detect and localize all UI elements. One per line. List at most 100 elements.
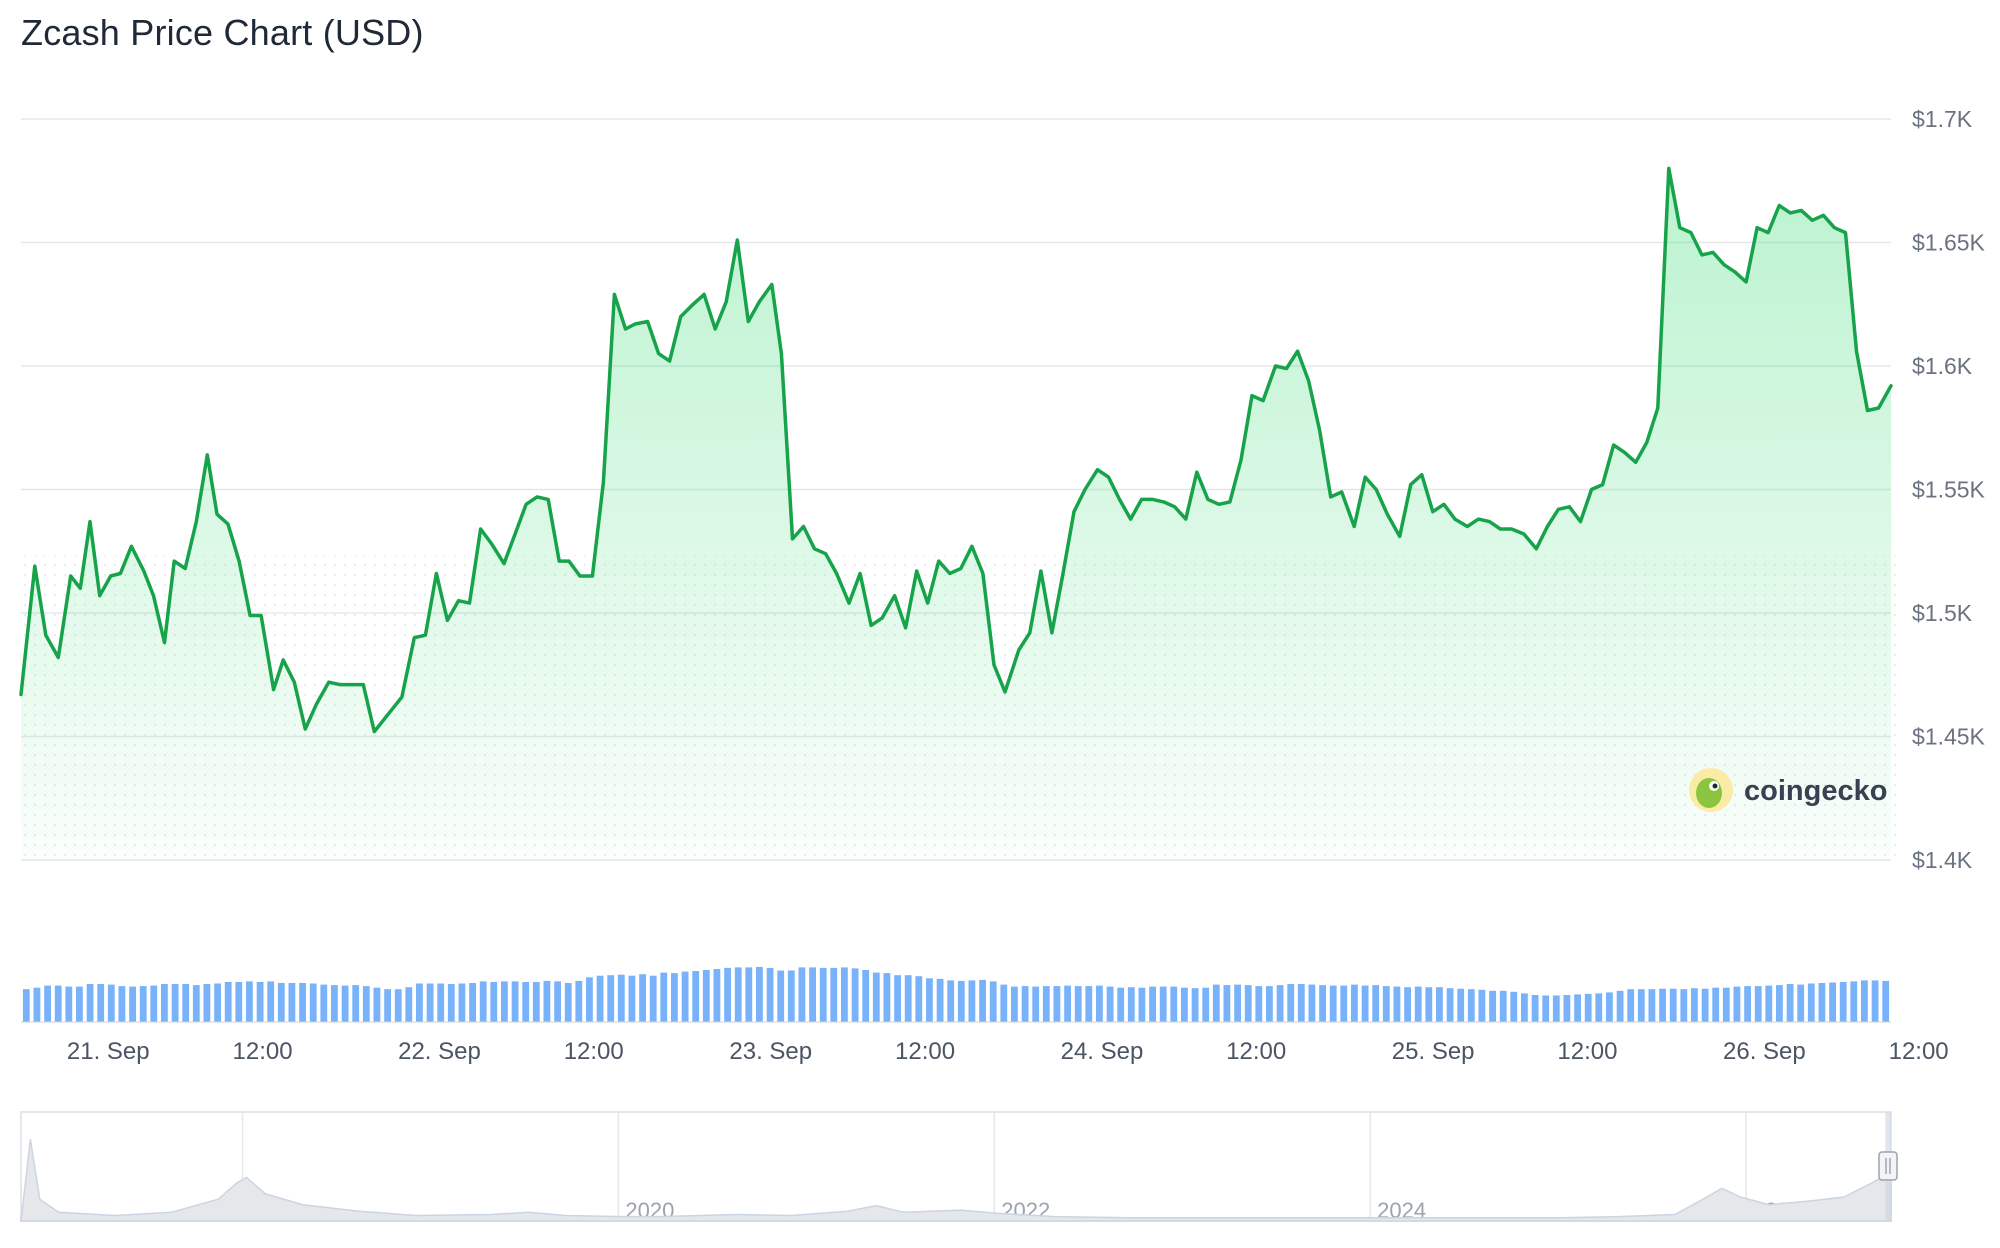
volume-bar <box>1616 990 1624 1022</box>
volume-bar <box>1127 987 1135 1022</box>
volume-bar <box>926 978 933 1022</box>
volume-bar <box>1436 987 1443 1022</box>
volume-bar <box>979 979 986 1022</box>
price-line <box>19 166 1893 734</box>
volume-bar <box>766 967 774 1022</box>
volume-bar <box>246 981 253 1022</box>
volume-bar <box>299 983 306 1022</box>
volume-bar <box>447 984 455 1022</box>
volume-bar <box>1744 986 1751 1022</box>
volume-bar <box>1297 984 1305 1022</box>
volume-bar <box>1669 988 1677 1022</box>
coingecko-gecko-icon <box>1689 768 1733 812</box>
volume-bar <box>320 984 328 1022</box>
volume-bar <box>1159 986 1167 1022</box>
navigator-overview-area <box>20 1139 1892 1222</box>
x-tick-label: 12:00 <box>1226 1038 1286 1065</box>
volume-bar <box>1797 984 1805 1022</box>
volume-bar <box>532 982 540 1022</box>
volume-bar <box>989 981 997 1022</box>
volume-bar <box>352 985 360 1022</box>
volume-bar <box>702 970 710 1022</box>
volume-bar <box>649 975 657 1022</box>
volume-bar <box>171 984 179 1022</box>
volume-bar <box>1191 988 1199 1022</box>
volume-bar <box>1521 993 1528 1022</box>
volume-bar <box>1276 985 1284 1022</box>
volume-bar <box>1319 985 1326 1022</box>
volume-bar <box>1042 986 1050 1022</box>
price-area <box>21 168 1891 860</box>
volume-bar <box>575 980 583 1022</box>
volume-bar <box>490 982 498 1022</box>
volume-bar <box>617 974 625 1022</box>
volume-bar <box>479 981 487 1022</box>
volume-bar <box>1467 989 1475 1022</box>
volume-bar <box>1393 986 1401 1022</box>
y-tick-label: $1.4K <box>1912 847 1973 873</box>
volume-bar <box>1478 989 1486 1022</box>
y-tick-label: $1.55K <box>1912 477 1986 503</box>
navigator-handle[interactable] <box>1878 1151 1898 1181</box>
volume-bar <box>1861 980 1868 1022</box>
volume-bar <box>915 976 923 1022</box>
y-tick-label: $1.5K <box>1912 600 1973 626</box>
volume-bar <box>830 967 838 1022</box>
volume-bar <box>1754 986 1762 1022</box>
volume-bar <box>1850 981 1858 1022</box>
volume-bar <box>256 982 264 1022</box>
volume-bar <box>1074 986 1082 1022</box>
y-tick-label: $1.7K <box>1912 106 1973 132</box>
volume-bar <box>1382 986 1390 1022</box>
volume-bar <box>692 971 700 1022</box>
volume-bar <box>947 980 955 1022</box>
volume-bar <box>1733 986 1741 1022</box>
volume-bar <box>1776 985 1783 1022</box>
volume-bar <box>54 985 62 1022</box>
volume-bar <box>309 983 317 1022</box>
x-tick-label: 12:00 <box>895 1038 955 1065</box>
volume-bar <box>1563 995 1571 1022</box>
volume-bar <box>235 982 243 1022</box>
x-tick-label: 12:00 <box>1557 1038 1617 1065</box>
volume-bar <box>1308 984 1316 1022</box>
coingecko-watermark: coingecko <box>1689 768 1887 812</box>
volume-bar <box>1244 985 1252 1022</box>
volume-bar <box>1595 993 1603 1022</box>
volume-bar <box>1149 986 1156 1022</box>
volume-bar <box>1351 984 1358 1022</box>
volume-bar <box>1489 990 1496 1022</box>
volume-bar <box>724 967 731 1022</box>
chart-title: Zcash Price Chart (USD) <box>21 12 424 53</box>
volume-bar <box>1457 988 1465 1022</box>
volume-bar <box>1404 987 1411 1022</box>
volume-bar <box>872 972 880 1022</box>
volume-bar <box>182 984 190 1022</box>
volume-bar <box>1181 987 1188 1022</box>
volume-bar <box>76 986 83 1022</box>
volume-bar <box>1287 984 1295 1022</box>
volume-bar <box>97 984 105 1022</box>
volume-bar <box>1871 980 1879 1022</box>
volume-bar <box>681 971 689 1022</box>
volume-bar <box>65 986 73 1022</box>
volume-bar <box>501 981 508 1022</box>
range-navigator[interactable]: 20182020202220242026 <box>20 1111 1898 1223</box>
volume-bar <box>596 975 604 1022</box>
volume-bar <box>1839 982 1847 1022</box>
volume-bar <box>1329 985 1337 1022</box>
volume-bar <box>1223 985 1231 1022</box>
volume-bar <box>1106 986 1114 1022</box>
volume-bar <box>22 989 30 1022</box>
volume-bar <box>1064 985 1071 1022</box>
volume-bar <box>1425 987 1433 1022</box>
volume-bar <box>1786 984 1794 1022</box>
volume-bar <box>1446 988 1454 1022</box>
volume-bar <box>86 984 94 1022</box>
volume-bar <box>936 978 944 1022</box>
volume-bar <box>139 986 147 1022</box>
volume-bar <box>1680 989 1688 1022</box>
volume-bar <box>1584 993 1592 1022</box>
volume-bar <box>384 989 391 1022</box>
